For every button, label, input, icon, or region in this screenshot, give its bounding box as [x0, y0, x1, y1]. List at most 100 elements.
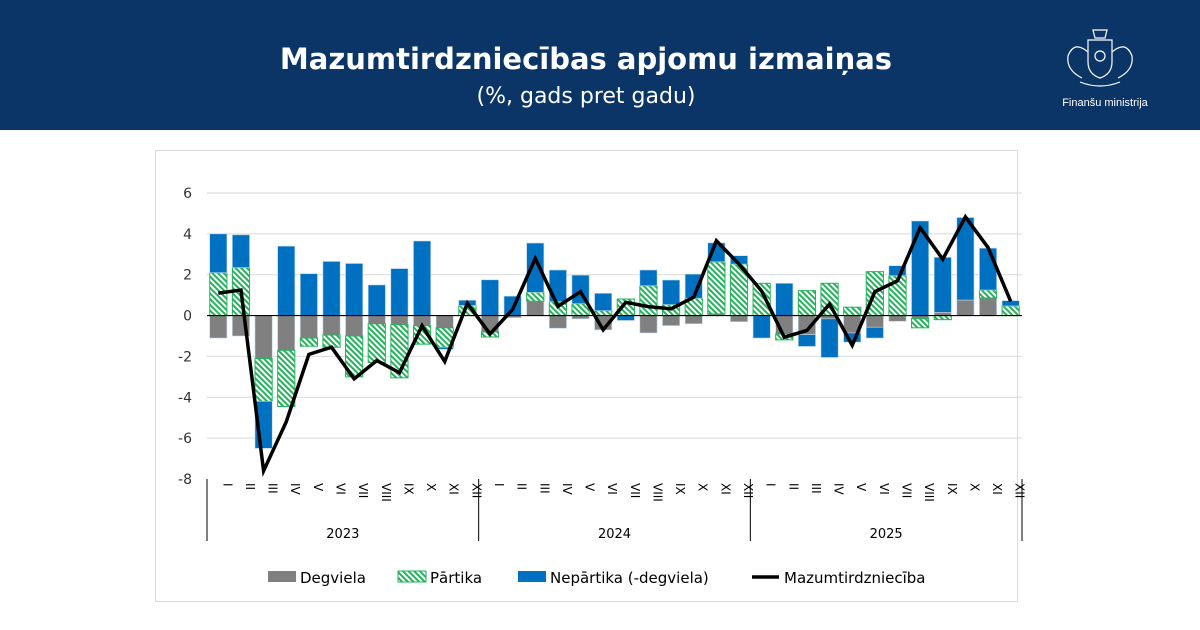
x-month-label: X [424, 483, 438, 491]
x-month-label: XII [469, 483, 483, 498]
logo-text: Finanšu ministrija [1062, 97, 1148, 109]
y-tick-label: -2 [178, 349, 192, 365]
bar-nep-rtika-degviela- [345, 263, 364, 316]
bar-p-rtika [571, 303, 590, 317]
bar-degviela [979, 297, 997, 316]
bar-nep-rtika-degviela- [413, 240, 431, 316]
bar-nep-rtika-degviela- [888, 265, 907, 277]
chart-subtitle: (%, gads pret gadu) [476, 84, 696, 109]
x-year-label: 2025 [870, 527, 903, 542]
bar-degviela [367, 315, 386, 325]
bar-nep-rtika-degviela- [639, 269, 658, 287]
x-month-label: I [492, 483, 506, 487]
bar-nep-rtika-degviela- [979, 247, 997, 291]
bar-nep-rtika-degviela- [277, 245, 296, 316]
bar-nep-rtika-degviela- [820, 318, 839, 358]
y-tick-label: -4 [178, 390, 192, 406]
bar-p-rtika [254, 357, 273, 402]
bar-nep-rtika-degviela- [526, 242, 545, 293]
bar-nep-rtika-degviela- [209, 233, 228, 273]
bar-degviela [888, 315, 907, 322]
bar-nep-rtika-degviela- [616, 315, 635, 321]
bar-nep-rtika-degviela- [798, 334, 816, 347]
x-month-label: XI [447, 483, 461, 495]
chart-title: Mazumtirdzniecības apjomu izmaiņas [279, 42, 893, 76]
bar-degviela [662, 315, 681, 326]
bar-degviela [526, 300, 545, 316]
y-tick-label: -8 [178, 472, 192, 488]
x-month-label: XII [1013, 483, 1027, 498]
x-year-label: 2024 [598, 527, 631, 542]
legend-label: Nepārtika (-degviela) [550, 569, 709, 587]
bar-degviela [956, 299, 975, 316]
x-month-label: VII [356, 483, 370, 498]
bar-nep-rtika-degviela- [322, 261, 341, 316]
x-month-label: V [854, 483, 868, 492]
x-month-label: V [583, 483, 597, 492]
x-month-label: VII [628, 483, 642, 498]
bar-p-rtika [933, 315, 952, 321]
bar-p-rtika [322, 334, 341, 348]
bar-degviela [254, 315, 273, 359]
bar-nep-rtika-degviela- [933, 257, 952, 313]
bar-nep-rtika-degviela- [367, 284, 386, 316]
x-month-label: IX [673, 483, 687, 495]
x-month-label: II [786, 483, 800, 490]
bar-p-rtika [911, 318, 930, 329]
bar-p-rtika [843, 306, 862, 317]
bar-nep-rtika-degviela- [775, 282, 794, 316]
line-mazumtirdznieciba [218, 213, 1013, 478]
bar-nep-rtika-degviela- [594, 293, 613, 311]
y-tick-label: 6 [183, 186, 192, 202]
y-tick-label: 4 [183, 227, 192, 243]
x-month-label: V [311, 483, 325, 492]
bar-degviela [390, 315, 409, 326]
x-month-label: X [696, 483, 710, 491]
bar-degviela [209, 315, 228, 339]
legend-swatch [518, 571, 546, 582]
bar-nep-rtika-degviela- [481, 279, 499, 316]
bar-degviela [299, 315, 318, 339]
x-month-label: III [266, 483, 280, 494]
x-month-label: VIII [379, 483, 393, 502]
x-month-label: III [537, 483, 551, 494]
x-month-label: II [515, 483, 529, 490]
bar-degviela [865, 315, 884, 328]
bar-degviela [322, 315, 341, 336]
bar-p-rtika [978, 289, 998, 299]
chart-panel [155, 150, 1018, 602]
x-month-label: VI [605, 483, 619, 495]
x-month-label: VI [877, 483, 891, 495]
bar-degviela [548, 315, 567, 329]
bar-p-rtika [367, 323, 386, 364]
bar-nep-rtika-degviela- [390, 268, 409, 316]
legend-label: Pārtika [430, 569, 482, 587]
legend-swatch [397, 570, 427, 583]
x-year-label: 2023 [326, 527, 359, 542]
bar-degviela [277, 315, 296, 351]
bar-degviela [639, 315, 658, 334]
x-month-label: II [243, 483, 257, 490]
bar-nep-rtika-degviela- [1001, 300, 1020, 307]
bar-p-rtika [277, 349, 296, 407]
bar-p-rtika [1001, 305, 1020, 317]
bar-p-rtika [299, 337, 318, 347]
bar-nep-rtika-degviela- [232, 234, 250, 268]
bar-p-rtika [707, 261, 726, 315]
bar-p-rtika [526, 291, 545, 302]
bar-degviela [435, 315, 454, 329]
bar-degviela [345, 315, 364, 337]
bar-nep-rtika-degviela- [752, 315, 771, 339]
x-month-label: IV [560, 483, 574, 496]
bar-p-rtika [209, 272, 228, 317]
y-tick-label: -6 [178, 431, 192, 447]
x-month-label: XI [990, 483, 1004, 495]
bar-nep-rtika-degviela- [662, 279, 681, 305]
x-month-label: VIII [650, 483, 664, 502]
x-month-label: X [967, 483, 981, 491]
bar-nep-rtika-degviela- [865, 326, 884, 339]
x-month-label: IV [288, 483, 302, 496]
bar-nep-rtika-degviela- [299, 273, 318, 316]
bar-p-rtika [594, 310, 613, 317]
